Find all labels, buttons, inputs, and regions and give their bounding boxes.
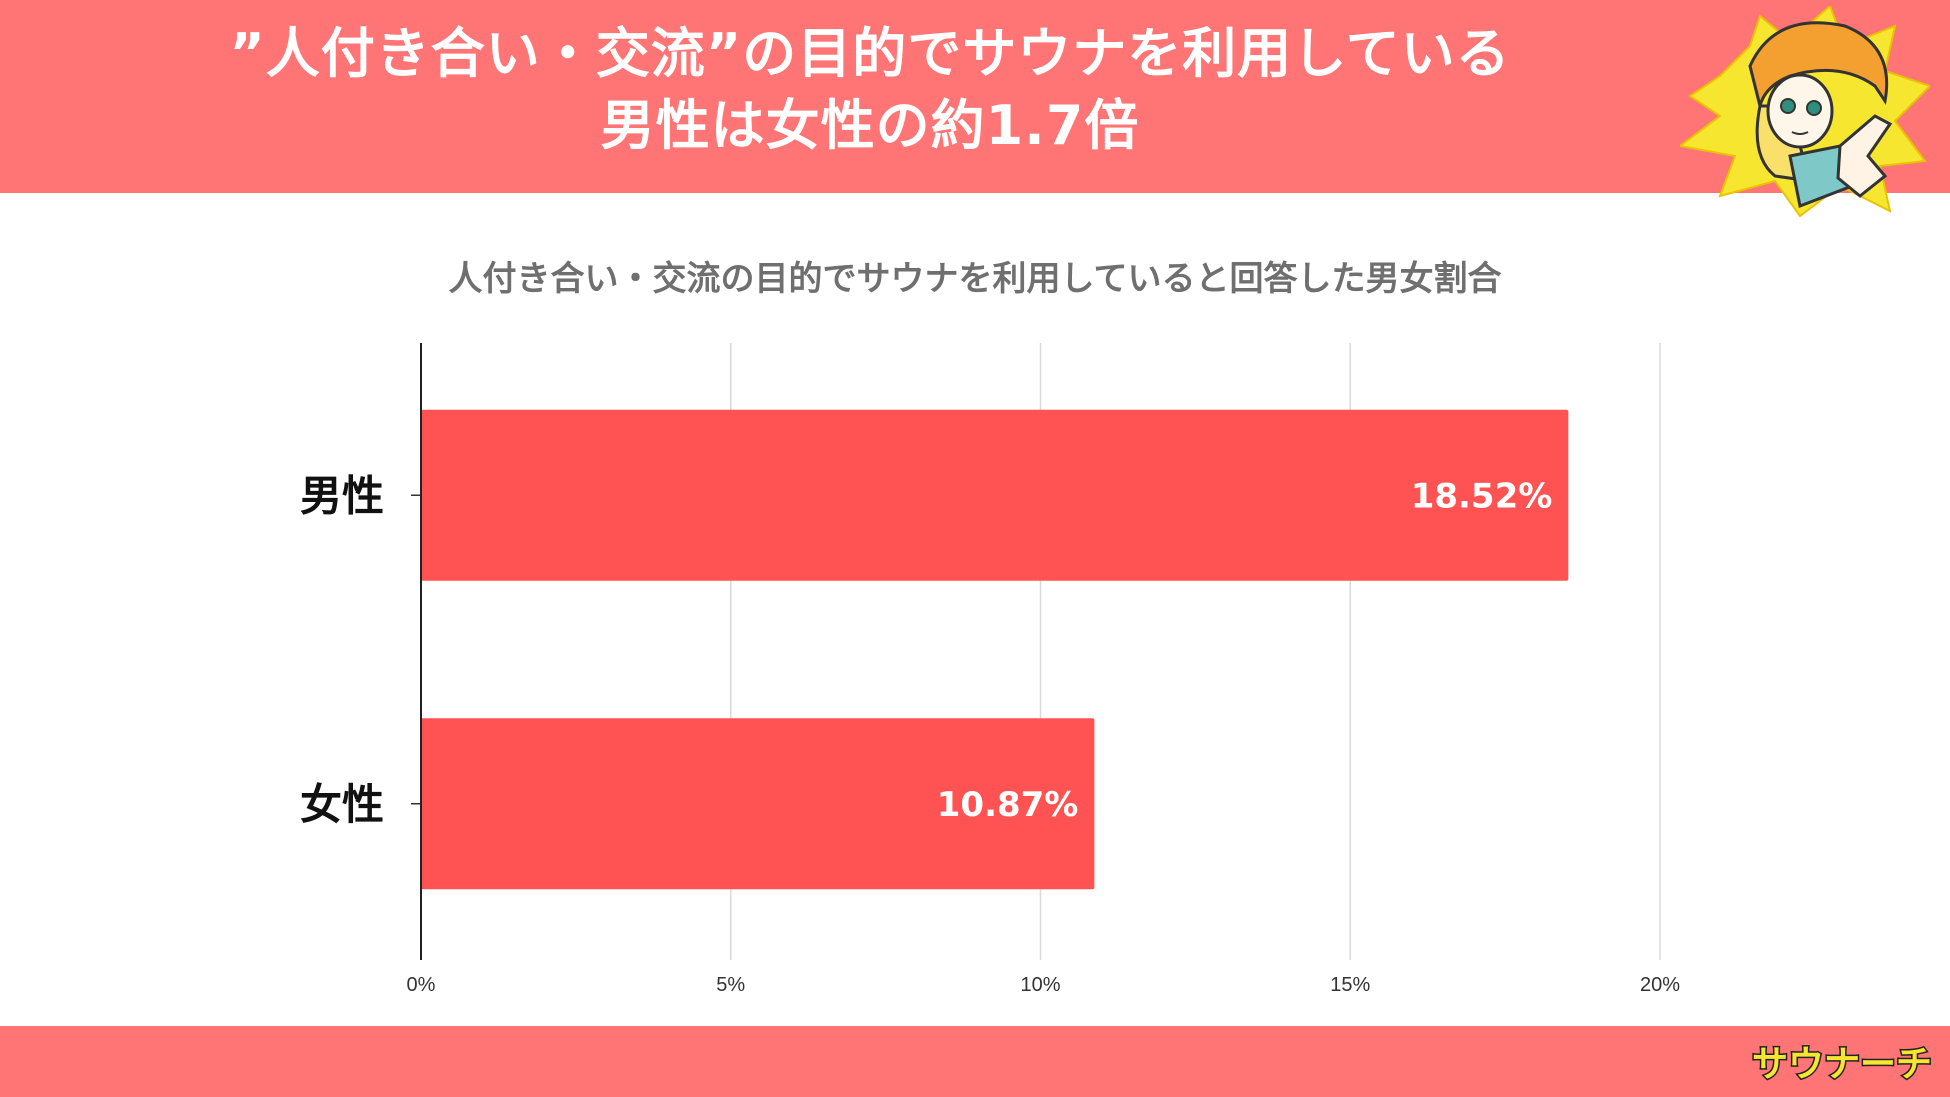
x-tick-label: 5%: [716, 974, 745, 996]
x-tick-label: 0%: [407, 974, 436, 996]
header-banner: [0, 0, 1950, 193]
chart-title: 人付き合い・交流の目的でサウナを利用していると回答した男女割合: [448, 259, 1502, 299]
data-label: 10.87%: [937, 785, 1079, 825]
logo-text: サウナーチ: [1752, 1044, 1932, 1085]
data-label: 18.52%: [1411, 476, 1553, 516]
sauna-logo-icon: サウナーチ: [1750, 1043, 1933, 1087]
x-tick-label: 20%: [1640, 974, 1680, 996]
category-label: 女性: [300, 780, 384, 829]
category-label: 男性: [300, 471, 384, 520]
headline-line-2: 男性は女性の約1.7倍: [600, 94, 1140, 157]
mascot-pointing-icon: [1680, 6, 1930, 218]
x-tick-label: 10%: [1020, 974, 1060, 996]
x-tick-label: 15%: [1330, 974, 1370, 996]
headline: ”人付き合い・交流”の目的でサウナを利用している 男性は女性の約1.7倍: [0, 18, 1740, 162]
footer-banner: [0, 1026, 1950, 1097]
bar: [421, 718, 1095, 890]
bar: [421, 409, 1569, 581]
headline-line-1: ”人付き合い・交流”の目的でサウナを利用している: [229, 22, 1511, 85]
